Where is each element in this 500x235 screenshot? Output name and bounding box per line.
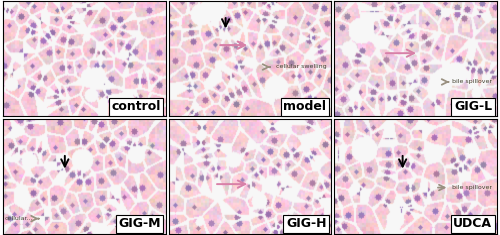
Text: cellular...: cellular... bbox=[4, 216, 38, 221]
Text: GIG-H: GIG-H bbox=[286, 217, 327, 230]
Text: GIG-M: GIG-M bbox=[118, 217, 161, 230]
Text: cellular swelling: cellular swelling bbox=[262, 64, 326, 70]
Text: control: control bbox=[112, 100, 161, 113]
Text: bile spillover: bile spillover bbox=[438, 185, 492, 190]
Text: bile spillover: bile spillover bbox=[442, 79, 492, 85]
Text: model: model bbox=[284, 100, 327, 113]
Text: UDCA: UDCA bbox=[453, 217, 492, 230]
Text: GIG-L: GIG-L bbox=[454, 100, 492, 113]
